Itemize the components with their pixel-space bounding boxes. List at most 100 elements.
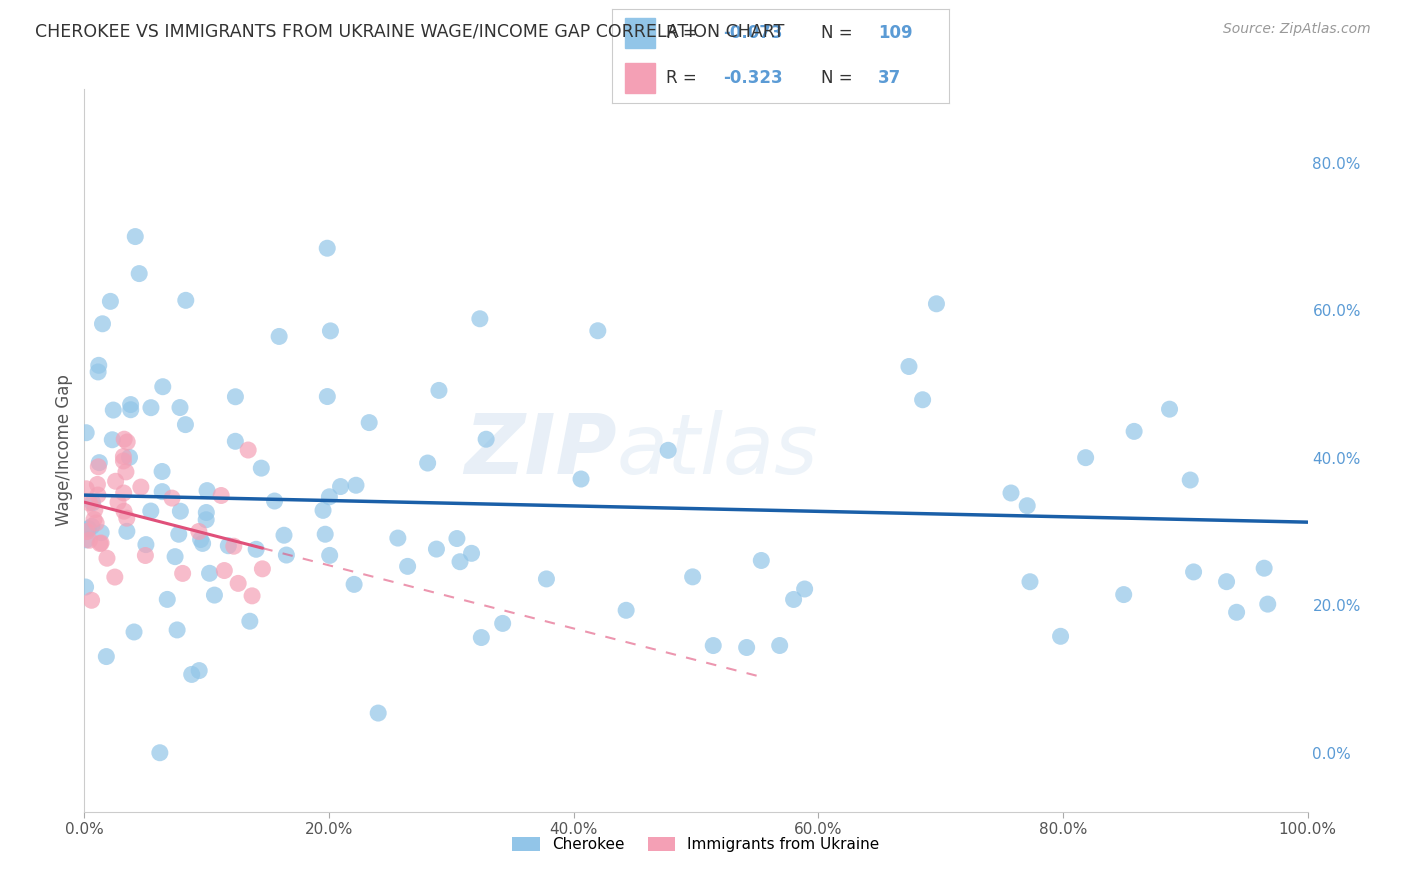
Point	[104, 570, 127, 584]
Point	[195, 506, 218, 520]
Point	[470, 631, 492, 645]
Point	[124, 229, 146, 244]
Point	[425, 542, 447, 557]
Text: 37: 37	[879, 70, 901, 87]
Point	[79, 496, 101, 510]
Point	[169, 401, 191, 415]
Point	[139, 401, 162, 415]
Point	[115, 465, 138, 479]
Point	[217, 539, 239, 553]
Point	[1159, 402, 1181, 417]
Point	[129, 480, 152, 494]
Point	[224, 434, 246, 449]
Point	[120, 402, 142, 417]
Point	[87, 365, 110, 379]
Point	[240, 589, 263, 603]
Point	[318, 549, 340, 563]
Point	[238, 443, 260, 458]
Point	[104, 475, 127, 489]
Text: N =: N =	[821, 24, 858, 42]
Point	[100, 294, 122, 309]
Point	[273, 528, 295, 542]
Point	[749, 553, 772, 567]
Point	[614, 603, 637, 617]
Point	[396, 559, 419, 574]
Point	[87, 488, 110, 502]
Point	[75, 580, 97, 594]
Point	[79, 533, 101, 548]
Point	[416, 456, 439, 470]
Point	[344, 478, 367, 492]
Text: ZIP: ZIP	[464, 410, 616, 491]
Point	[75, 425, 97, 440]
Point	[112, 504, 135, 518]
Point	[224, 390, 246, 404]
Point	[150, 484, 173, 499]
Point	[89, 536, 111, 550]
Point	[359, 416, 381, 430]
Point	[702, 639, 724, 653]
Point	[134, 549, 156, 563]
Point	[169, 504, 191, 518]
Point	[118, 450, 141, 465]
Point	[89, 456, 111, 470]
Point	[112, 454, 135, 468]
Point	[174, 293, 197, 308]
Point	[536, 572, 558, 586]
Point	[80, 519, 103, 533]
Point	[190, 533, 212, 547]
Legend: Cherokee, Immigrants from Ukraine: Cherokee, Immigrants from Ukraine	[506, 831, 886, 858]
Point	[269, 329, 291, 343]
Point	[188, 664, 211, 678]
Text: 109: 109	[879, 24, 912, 42]
Point	[318, 490, 340, 504]
Point	[172, 566, 194, 581]
Point	[75, 482, 97, 496]
Point	[1074, 450, 1097, 465]
Point	[149, 746, 172, 760]
Point	[239, 614, 262, 628]
Point	[314, 527, 336, 541]
Point	[460, 546, 482, 560]
Point	[657, 443, 679, 458]
Point	[87, 459, 110, 474]
Point	[103, 403, 125, 417]
Bar	[626, 18, 655, 48]
Point	[180, 667, 202, 681]
Point	[87, 359, 110, 373]
Point	[793, 582, 815, 596]
Text: N =: N =	[821, 70, 858, 87]
Point	[91, 317, 114, 331]
Point	[112, 450, 135, 464]
Point	[1019, 574, 1042, 589]
Point	[75, 533, 97, 547]
Point	[128, 267, 150, 281]
Point	[1000, 486, 1022, 500]
Point	[316, 390, 339, 404]
Point	[387, 531, 409, 545]
Point	[1180, 473, 1202, 487]
Text: Source: ZipAtlas.com: Source: ZipAtlas.com	[1223, 22, 1371, 37]
Point	[316, 241, 339, 255]
Point	[139, 504, 162, 518]
Point	[204, 588, 226, 602]
Point	[329, 479, 352, 493]
Point	[1017, 499, 1039, 513]
Point	[427, 384, 450, 398]
Point	[156, 592, 179, 607]
Point	[214, 564, 236, 578]
Point	[209, 488, 232, 502]
Point	[195, 513, 218, 527]
Point	[586, 324, 609, 338]
Point	[82, 496, 104, 510]
Point	[226, 576, 249, 591]
Point	[769, 639, 792, 653]
Point	[367, 706, 389, 720]
Point	[245, 542, 267, 557]
Point	[107, 495, 129, 509]
Point	[90, 536, 112, 550]
Point	[449, 555, 471, 569]
Point	[911, 392, 934, 407]
Point	[312, 503, 335, 517]
Point	[343, 577, 366, 591]
